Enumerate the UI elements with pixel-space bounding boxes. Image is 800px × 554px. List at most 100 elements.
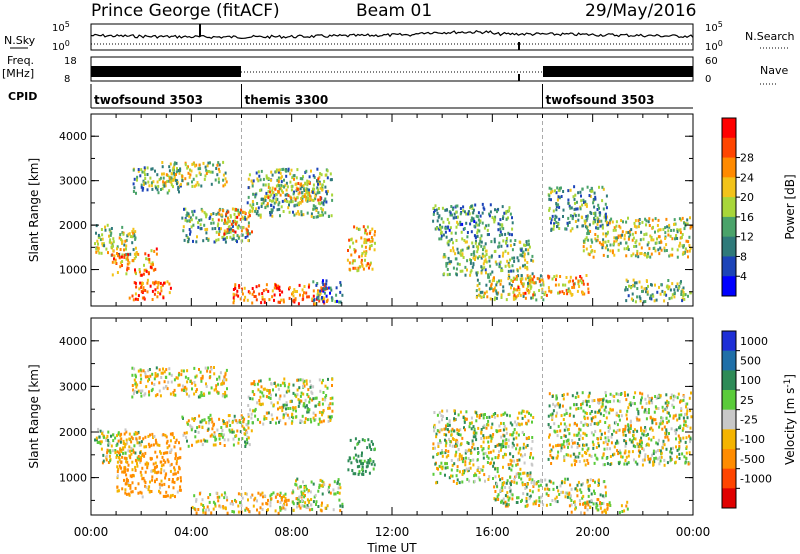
data-cell (471, 241, 474, 245)
data-cell (650, 426, 653, 430)
data-cell (582, 409, 585, 413)
data-cell (246, 234, 249, 238)
data-cell (602, 398, 605, 402)
data-cell (496, 456, 499, 460)
data-cell (592, 446, 595, 450)
data-cell (568, 423, 571, 427)
data-cell (656, 290, 659, 294)
data-cell (308, 400, 311, 404)
data-cell (329, 291, 331, 295)
data-cell (476, 234, 479, 238)
data-cell (132, 168, 135, 172)
data-cell (555, 414, 558, 418)
data-cell (158, 368, 161, 372)
data-cell (664, 431, 667, 435)
data-cell (286, 389, 289, 393)
cpid-label: CPID (8, 90, 37, 103)
data-cell (131, 395, 134, 399)
data-cell (203, 177, 206, 181)
data-cell (314, 413, 317, 417)
data-cell (158, 389, 161, 393)
data-cell (322, 419, 325, 423)
data-cell (166, 179, 169, 183)
data-cell (123, 432, 126, 436)
data-cell (296, 505, 298, 509)
data-cell (451, 463, 454, 467)
data-cell (651, 218, 654, 222)
data-cell (136, 441, 139, 445)
data-cell (335, 293, 338, 297)
data-cell (479, 239, 482, 243)
data-cell (305, 379, 308, 383)
data-cell (361, 438, 364, 442)
data-cell (659, 228, 662, 232)
data-cell (225, 378, 228, 382)
data-cell (124, 482, 127, 486)
data-cell (581, 281, 583, 285)
data-cell (660, 455, 663, 459)
data-cell (264, 198, 267, 202)
data-cell (654, 395, 657, 398)
data-cell (452, 479, 455, 483)
data-cell (439, 439, 441, 443)
data-cell (533, 281, 536, 285)
data-cell (133, 257, 136, 260)
data-cell (319, 172, 322, 176)
data-cell (503, 211, 506, 215)
data-cell (120, 238, 123, 241)
data-cell (329, 397, 332, 400)
data-cell (451, 427, 454, 431)
data-cell (120, 255, 123, 259)
data-cell (352, 456, 355, 460)
data-cell (634, 391, 637, 395)
data-cell (472, 211, 475, 215)
data-cell (199, 492, 201, 496)
data-cell (527, 436, 530, 439)
data-cell (133, 281, 136, 285)
data-cell (299, 394, 302, 398)
data-cell (142, 437, 145, 441)
data-cell (245, 217, 248, 221)
data-cell (320, 503, 323, 507)
data-cell (320, 509, 323, 513)
data-cell (142, 369, 145, 373)
data-cell (678, 413, 681, 417)
data-cell (449, 211, 452, 215)
data-cell (606, 447, 609, 451)
data-cell (467, 212, 470, 216)
data-cell (588, 405, 591, 408)
data-cell (578, 460, 581, 463)
data-cell (573, 285, 576, 289)
data-cell (130, 448, 133, 452)
data-cell (434, 426, 436, 430)
data-cell (500, 296, 503, 299)
data-cell (459, 220, 462, 224)
data-cell (185, 234, 188, 238)
data-cell (199, 227, 202, 231)
data-cell (351, 261, 354, 265)
data-cell (302, 175, 304, 179)
data-cell (567, 438, 570, 442)
data-cell (678, 447, 681, 451)
data-cell (657, 248, 660, 252)
data-cell (658, 241, 661, 245)
data-cell (511, 493, 514, 497)
data-cell (615, 239, 618, 243)
data-cell (133, 177, 136, 181)
data-cell (129, 235, 132, 238)
data-cell (279, 383, 282, 387)
data-cell (623, 391, 626, 395)
data-cell (246, 438, 248, 441)
data-cell (676, 455, 678, 459)
data-cell (195, 240, 198, 244)
data-cell (119, 448, 122, 452)
data-cell (269, 397, 272, 400)
data-cell (627, 248, 630, 251)
data-cell (356, 269, 359, 273)
data-cell (686, 407, 689, 411)
data-cell (117, 431, 120, 435)
data-cell (644, 426, 647, 429)
data-cell (558, 405, 561, 409)
data-cell (614, 441, 617, 445)
data-cell (553, 222, 556, 226)
